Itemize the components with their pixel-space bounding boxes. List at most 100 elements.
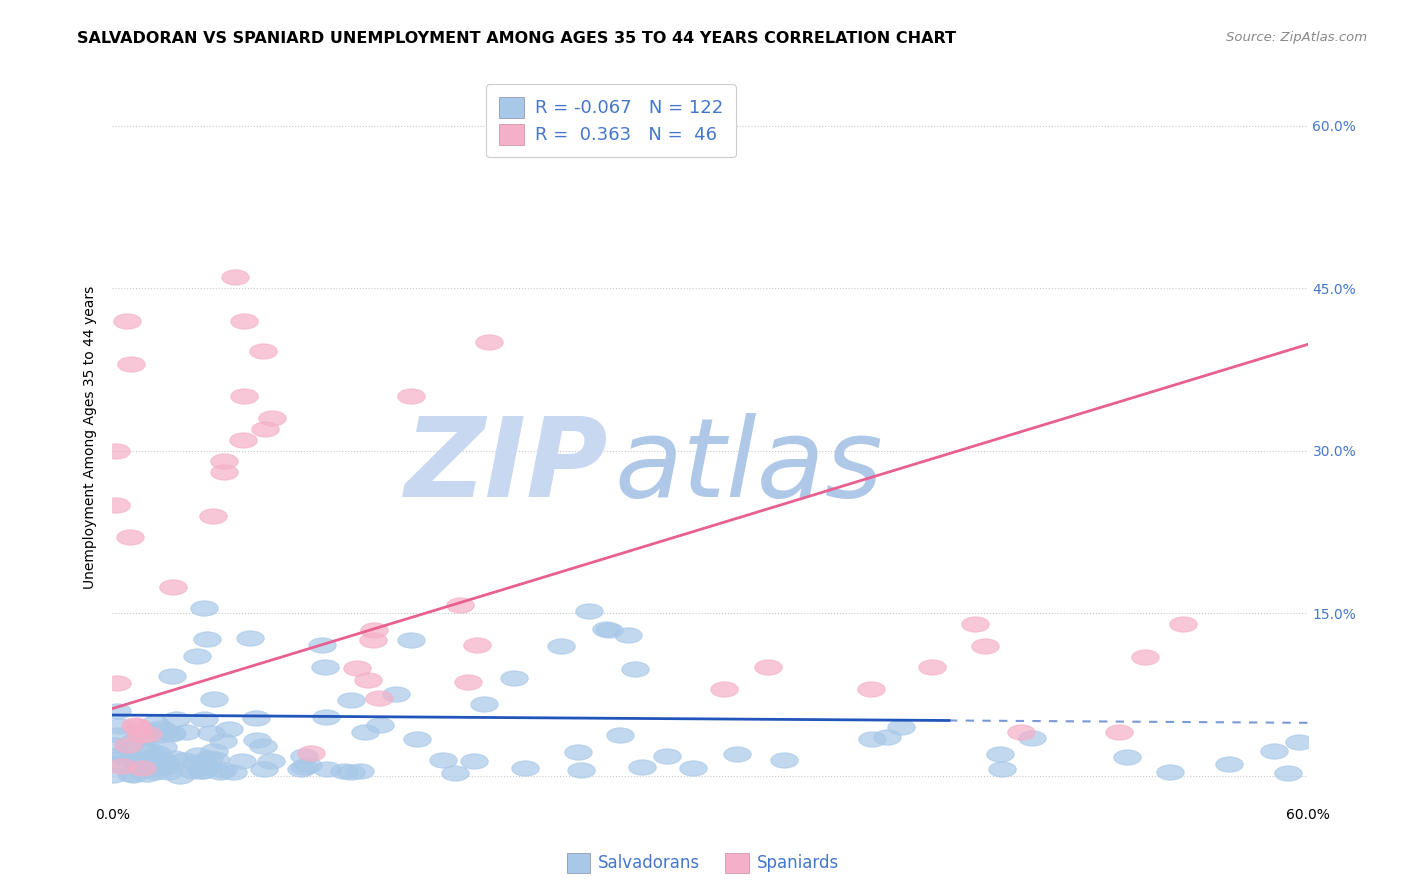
- Point: [550, 639, 572, 653]
- Point: [292, 748, 315, 763]
- Point: [209, 764, 232, 779]
- Point: [262, 411, 284, 425]
- Point: [122, 734, 145, 748]
- Point: [198, 751, 221, 765]
- Point: [143, 716, 166, 731]
- Point: [1108, 725, 1130, 739]
- Point: [232, 313, 254, 327]
- Point: [465, 638, 488, 652]
- Point: [1173, 617, 1195, 632]
- Point: [212, 465, 235, 479]
- Point: [218, 722, 240, 736]
- Point: [107, 757, 129, 772]
- Point: [457, 675, 479, 690]
- Point: [772, 753, 794, 767]
- Point: [595, 622, 617, 636]
- Point: [169, 768, 191, 782]
- Point: [449, 599, 471, 613]
- Point: [399, 389, 422, 403]
- Point: [122, 767, 145, 781]
- Point: [292, 760, 315, 774]
- Point: [299, 746, 322, 760]
- Point: [163, 750, 186, 764]
- Point: [224, 270, 246, 285]
- Legend: Salvadorans, Spaniards: Salvadorans, Spaniards: [560, 847, 846, 880]
- Point: [609, 728, 631, 742]
- Point: [246, 733, 269, 747]
- Point: [160, 727, 183, 741]
- Point: [184, 756, 207, 771]
- Point: [181, 764, 204, 778]
- Point: [876, 730, 898, 744]
- Legend: R = -0.067   N = 122, R =  0.363   N =  46: R = -0.067 N = 122, R = 0.363 N = 46: [486, 84, 735, 157]
- Point: [153, 754, 176, 768]
- Point: [152, 739, 174, 754]
- Point: [120, 530, 142, 544]
- Text: ZIP: ZIP: [405, 413, 609, 520]
- Point: [260, 754, 283, 768]
- Point: [108, 748, 131, 763]
- Point: [401, 633, 423, 648]
- Point: [165, 712, 187, 726]
- Point: [432, 753, 454, 767]
- Point: [1288, 735, 1310, 749]
- Point: [311, 638, 333, 652]
- Point: [314, 660, 336, 674]
- Point: [104, 443, 127, 458]
- Point: [115, 313, 138, 327]
- Point: [252, 739, 274, 753]
- Point: [368, 718, 391, 732]
- Point: [117, 739, 139, 754]
- Point: [202, 691, 225, 706]
- Point: [138, 723, 160, 738]
- Point: [332, 764, 354, 778]
- Point: [186, 649, 208, 664]
- Point: [117, 739, 139, 753]
- Point: [195, 632, 218, 647]
- Point: [991, 762, 1014, 776]
- Point: [131, 763, 153, 777]
- Point: [973, 639, 995, 653]
- Point: [190, 764, 212, 779]
- Point: [120, 357, 142, 371]
- Point: [127, 723, 149, 737]
- Point: [339, 765, 361, 780]
- Point: [405, 732, 427, 747]
- Point: [859, 681, 882, 696]
- Point: [211, 763, 233, 777]
- Point: [111, 759, 134, 773]
- Point: [349, 764, 371, 778]
- Point: [136, 767, 159, 781]
- Point: [152, 724, 174, 739]
- Point: [1021, 731, 1043, 745]
- Point: [363, 623, 385, 637]
- Point: [202, 744, 225, 758]
- Point: [107, 728, 129, 742]
- Point: [232, 433, 254, 447]
- Point: [315, 709, 337, 723]
- Point: [472, 697, 495, 711]
- Text: SALVADORAN VS SPANIARD UNEMPLOYMENT AMONG AGES 35 TO 44 YEARS CORRELATION CHART: SALVADORAN VS SPANIARD UNEMPLOYMENT AMON…: [77, 31, 956, 46]
- Point: [149, 752, 172, 766]
- Point: [156, 759, 179, 773]
- Point: [630, 760, 652, 774]
- Point: [231, 754, 253, 768]
- Text: Source: ZipAtlas.com: Source: ZipAtlas.com: [1226, 31, 1367, 45]
- Point: [174, 725, 197, 739]
- Point: [121, 752, 143, 766]
- Point: [252, 344, 274, 359]
- Point: [340, 693, 363, 707]
- Text: atlas: atlas: [614, 413, 883, 520]
- Point: [297, 758, 319, 772]
- Point: [463, 754, 485, 768]
- Point: [890, 720, 912, 734]
- Point: [120, 766, 142, 780]
- Point: [1159, 765, 1181, 780]
- Point: [239, 631, 262, 645]
- Point: [105, 498, 128, 512]
- Point: [138, 744, 160, 758]
- Point: [214, 454, 236, 468]
- Point: [162, 580, 184, 594]
- Point: [354, 725, 377, 739]
- Point: [143, 764, 166, 779]
